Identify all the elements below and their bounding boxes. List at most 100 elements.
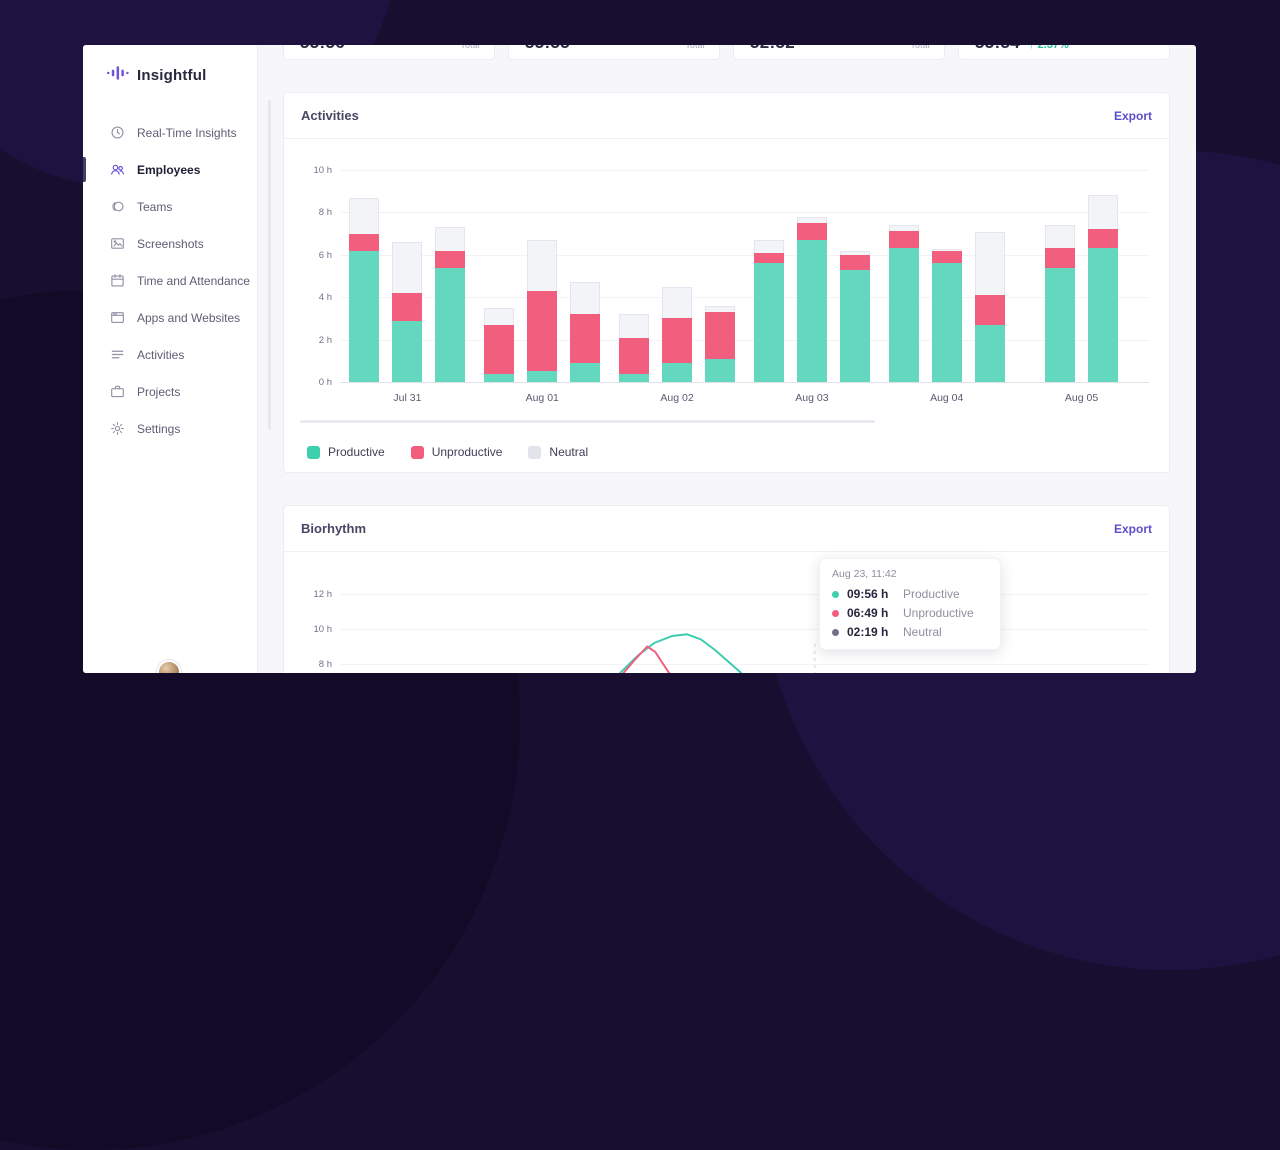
bar-segment-neutral <box>435 227 465 250</box>
sidebar-item-projects[interactable]: Projects <box>83 373 257 410</box>
y-axis-tick-label: 2 h <box>300 335 332 346</box>
gridline <box>340 382 1149 383</box>
x-axis-label: Aug 02 <box>610 392 745 404</box>
legend-item-neutral[interactable]: Neutral <box>528 445 588 459</box>
stacked-bar[interactable] <box>619 314 649 382</box>
bar-segment-neutral <box>570 282 600 314</box>
list-lines-icon <box>110 347 125 362</box>
y-axis-tick-label: 8 h <box>300 207 332 218</box>
chart-horizontal-scrollbar[interactable] <box>300 420 875 423</box>
legend-label: Unproductive <box>432 445 503 459</box>
bar-segment-productive <box>889 248 919 382</box>
bar-segment-unproductive <box>392 293 422 321</box>
stacked-bar[interactable] <box>705 306 735 382</box>
tooltip-title: Aug 23, 11:42 <box>832 568 988 580</box>
bar-segment-productive <box>662 363 692 382</box>
stacked-bar[interactable] <box>484 308 514 382</box>
stacked-bar[interactable] <box>1045 225 1075 382</box>
activities-export-button[interactable]: Export <box>1114 109 1152 123</box>
legend-label: Neutral <box>549 445 588 459</box>
legend-item-productive[interactable]: Productive <box>307 445 385 459</box>
stat-trend: ↑ 2.37% <box>1029 45 1069 51</box>
sidebar-item-apps-and-websites[interactable]: Apps and Websites <box>83 299 257 336</box>
sidebar-item-activities[interactable]: Activities <box>83 336 257 373</box>
stacked-bar[interactable] <box>889 225 919 382</box>
bar-segment-productive <box>349 251 379 382</box>
biorhythm-card-header: Biorhythm Export <box>284 506 1169 552</box>
unproductive-swatch <box>411 446 424 459</box>
x-axis-label: Aug 01 <box>475 392 610 404</box>
tooltip-label: Neutral <box>903 625 942 639</box>
sidebar-item-label: Teams <box>137 200 172 214</box>
bar-segment-unproductive <box>797 223 827 240</box>
tooltip-row: 09:56 h Productive <box>832 587 988 601</box>
legend-label: Productive <box>328 445 385 459</box>
x-axis-label: Aug 04 <box>879 392 1014 404</box>
stacked-bar[interactable] <box>754 240 784 382</box>
activities-card-header: Activities Export <box>284 93 1169 139</box>
unproductive-dot-icon <box>832 610 839 617</box>
stat-value: 55:55 <box>525 45 570 53</box>
sidebar-item-teams[interactable]: Teams <box>83 188 257 225</box>
stat-card: 55:56 Total <box>283 45 495 60</box>
stacked-bar[interactable] <box>975 232 1005 382</box>
stacked-bar[interactable] <box>840 251 870 382</box>
tooltip-time: 06:49 h <box>847 606 895 620</box>
bar-group-aug-03 <box>744 170 879 382</box>
bar-segment-productive <box>932 263 962 382</box>
sidebar-item-settings[interactable]: Settings <box>83 410 257 447</box>
bar-segment-productive <box>484 374 514 383</box>
card-title: Activities <box>301 108 359 123</box>
insightful-logo[interactable]: Insightful <box>83 45 257 86</box>
stat-caption: Total <box>461 45 480 50</box>
stat-cards-row: 55:56 Total 55:55 Total 52:52 Total 55:5… <box>283 45 1170 60</box>
sidebar-item-label: Real-Time Insights <box>137 126 237 140</box>
bar-segment-unproductive <box>705 312 735 359</box>
arrow-up-icon: ↑ <box>1029 45 1035 51</box>
people-icon <box>110 162 125 177</box>
card-title: Biorhythm <box>301 521 366 536</box>
clock-icon <box>110 125 125 140</box>
logo-bars-icon <box>107 65 130 86</box>
bar-segment-neutral <box>1088 195 1118 229</box>
bar-segment-productive <box>1088 248 1118 382</box>
stacked-bar[interactable] <box>1088 195 1118 382</box>
productive-swatch <box>307 446 320 459</box>
y-axis-tick-label: 12 h <box>300 589 332 600</box>
stat-card: 52:52 Total <box>733 45 945 60</box>
bar-segment-unproductive <box>840 255 870 270</box>
chart-legend: Productive Unproductive Neutral <box>307 445 588 459</box>
stacked-bar[interactable] <box>435 227 465 382</box>
stacked-bar[interactable] <box>527 240 557 382</box>
tooltip-row: 02:19 h Neutral <box>832 625 988 639</box>
sidebar-item-real-time-insights[interactable]: Real-Time Insights <box>83 114 257 151</box>
sidebar-item-label: Activities <box>137 348 184 362</box>
user-avatar[interactable] <box>157 660 181 673</box>
sidebar-item-label: Projects <box>137 385 180 399</box>
vertical-scrollbar[interactable] <box>268 100 271 430</box>
bar-segment-unproductive <box>619 338 649 374</box>
sidebar-item-employees[interactable]: Employees <box>83 151 257 188</box>
sidebar-item-time-and-attendance[interactable]: Time and Attendance <box>83 262 257 299</box>
stacked-bar[interactable] <box>797 217 827 382</box>
stacked-bar[interactable] <box>932 249 962 382</box>
bar-segment-productive <box>705 359 735 382</box>
stacked-bar[interactable] <box>570 282 600 382</box>
neutral-dot-icon <box>832 629 839 636</box>
stacked-bar[interactable] <box>349 198 379 382</box>
stacked-bar[interactable] <box>662 287 692 382</box>
gridline <box>340 664 1149 665</box>
y-axis-tick-label: 4 h <box>300 292 332 303</box>
tooltip-time: 02:19 h <box>847 625 895 639</box>
bar-group-aug-01 <box>475 170 610 382</box>
stacked-bar[interactable] <box>392 242 422 382</box>
logo-text: Insightful <box>137 67 207 84</box>
sidebar-item-screenshots[interactable]: Screenshots <box>83 225 257 262</box>
legend-item-unproductive[interactable]: Unproductive <box>411 445 503 459</box>
teams-icon <box>110 199 125 214</box>
bar-segment-unproductive <box>889 231 919 248</box>
biorhythm-export-button[interactable]: Export <box>1114 522 1152 536</box>
bar-segment-neutral <box>1045 225 1075 248</box>
